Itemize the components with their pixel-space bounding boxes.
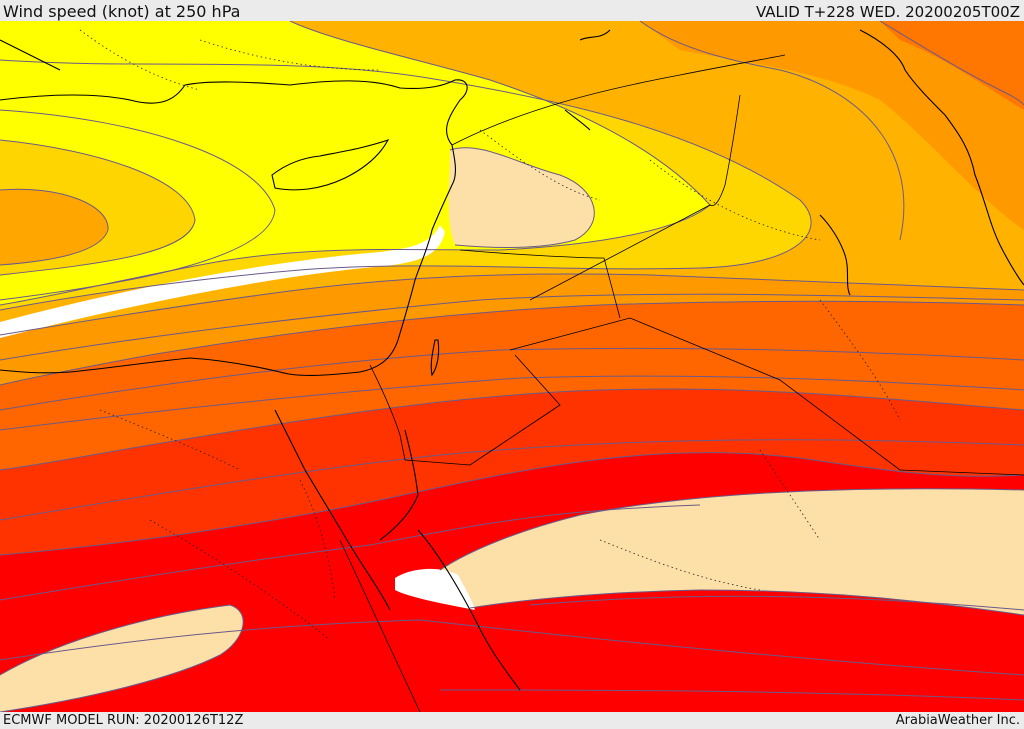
wind-speed-map bbox=[0, 21, 1024, 712]
political-borders bbox=[339, 54, 1024, 712]
valid-time: VALID T+228 WED. 20200205T00Z bbox=[755, 3, 1020, 21]
map-title: Wind speed (knot) at 250 hPa bbox=[3, 2, 241, 21]
field-white-jet bbox=[0, 225, 445, 338]
field-orange-ne bbox=[640, 21, 1024, 230]
field-tan-core-sw bbox=[0, 605, 244, 712]
field-tan-core-south bbox=[439, 488, 1024, 615]
model-run-label: ECMWF MODEL RUN: 20200126T12Z bbox=[3, 713, 244, 728]
field-tan-core-north bbox=[448, 147, 595, 248]
header-bar: Wind speed (knot) at 250 hPa VALID T+228… bbox=[0, 0, 1024, 21]
footer-bar: ECMWF MODEL RUN: 20200126T12Z ArabiaWeat… bbox=[0, 712, 1024, 729]
field-light-orange-left bbox=[0, 140, 195, 275]
internal-boundaries bbox=[79, 29, 901, 641]
credit-label: ArabiaWeather Inc. bbox=[895, 713, 1020, 728]
field-white-core-south bbox=[395, 568, 475, 610]
isotach-contours bbox=[0, 21, 1024, 712]
coastlines bbox=[0, 29, 1024, 691]
